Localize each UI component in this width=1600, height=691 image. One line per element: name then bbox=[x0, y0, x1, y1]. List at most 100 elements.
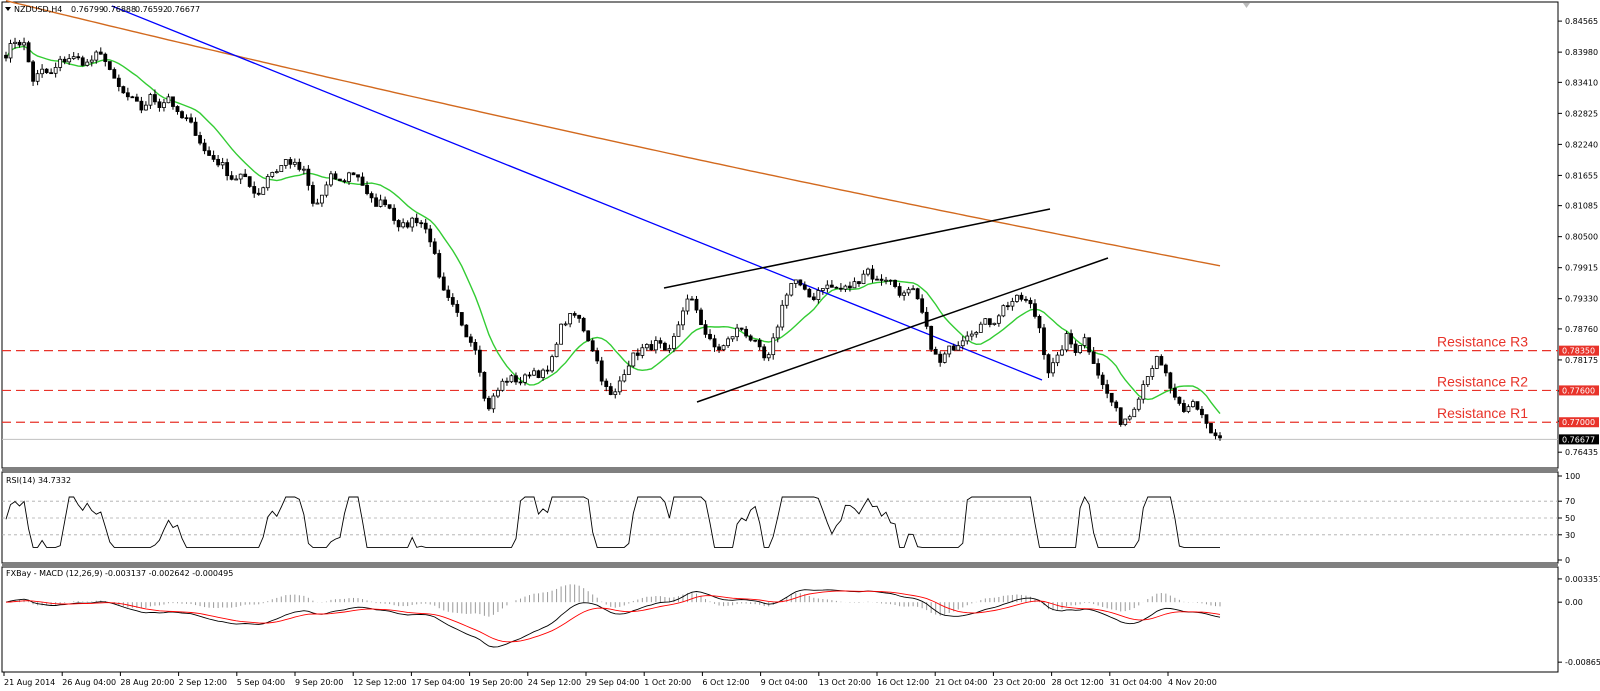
time-tick-label: 6 Oct 12:00 bbox=[702, 678, 749, 687]
candle-body bbox=[807, 288, 812, 298]
candle-body bbox=[857, 281, 861, 285]
candle-body bbox=[708, 333, 712, 340]
candle-body bbox=[694, 298, 699, 311]
candle-body bbox=[793, 279, 798, 284]
candle-body bbox=[491, 395, 496, 410]
resistance-price: 0.77600 bbox=[1562, 386, 1595, 395]
candle-body bbox=[26, 42, 31, 63]
candle-body bbox=[1055, 354, 1060, 364]
ohlc-open: 0.76799 bbox=[71, 5, 104, 14]
candle-body bbox=[577, 314, 582, 319]
candle-body bbox=[676, 324, 681, 337]
candle-body bbox=[125, 92, 130, 98]
dropdown-arrow-icon[interactable] bbox=[5, 7, 11, 11]
candle-body bbox=[523, 374, 527, 383]
candle-body bbox=[1015, 294, 1019, 302]
price-tick-label: 0.83410 bbox=[1565, 78, 1598, 87]
candle-body bbox=[766, 354, 771, 359]
candle-body bbox=[148, 94, 153, 106]
candle-body bbox=[726, 338, 730, 347]
candle-body bbox=[166, 96, 171, 104]
price-tick-label: 0.84565 bbox=[1565, 17, 1598, 26]
candle-body bbox=[1186, 406, 1191, 412]
candle-body bbox=[432, 241, 437, 254]
candle-body bbox=[198, 135, 202, 144]
price-tick-label: 0.81655 bbox=[1565, 171, 1598, 180]
candle-body bbox=[320, 194, 324, 204]
ohlc-close: 0.76677 bbox=[167, 5, 200, 14]
candle-body bbox=[802, 284, 807, 290]
symbol-title: NZDUSD,H4 bbox=[14, 5, 62, 14]
time-tick-label: 28 Aug 20:00 bbox=[120, 678, 174, 687]
candle-body bbox=[351, 172, 356, 176]
macd-tick-label: 0.003357 bbox=[1565, 575, 1600, 584]
candle-body bbox=[717, 346, 721, 351]
ma-fast-line bbox=[5, 45, 1221, 415]
candle-body bbox=[626, 365, 631, 375]
candle-body bbox=[590, 340, 595, 352]
candle-body bbox=[1078, 345, 1082, 353]
candle-body bbox=[342, 180, 347, 183]
candle-body bbox=[144, 104, 148, 111]
ohlc-high: 0.76888 bbox=[103, 5, 136, 14]
candle-body bbox=[383, 199, 387, 206]
resistance-price-box bbox=[1559, 417, 1599, 428]
candle-body bbox=[947, 345, 952, 355]
candle-body bbox=[753, 339, 758, 342]
candle-body bbox=[780, 304, 785, 328]
candle-body bbox=[816, 290, 821, 300]
candle-body bbox=[879, 278, 884, 281]
candle-body bbox=[441, 276, 446, 291]
candle-body bbox=[996, 315, 1001, 324]
candle-body bbox=[730, 336, 735, 340]
rsi-tick-label: 100 bbox=[1565, 472, 1580, 481]
candle-body bbox=[374, 197, 378, 207]
candle-body bbox=[586, 330, 591, 342]
candle-body bbox=[1028, 299, 1033, 305]
candle-body bbox=[852, 281, 857, 289]
candle-body bbox=[500, 380, 505, 391]
price-tick-label: 0.80500 bbox=[1565, 233, 1598, 242]
time-tick-label: 5 Sep 04:00 bbox=[237, 678, 285, 687]
candle-body bbox=[103, 53, 108, 62]
candle-body bbox=[527, 374, 532, 377]
ma-slow-line bbox=[5, 0, 1221, 267]
candle-body bbox=[1042, 327, 1046, 356]
candle-body bbox=[310, 185, 315, 204]
candle-body bbox=[392, 207, 397, 221]
rsi-tick-label: 70 bbox=[1565, 497, 1575, 506]
candle-body bbox=[1213, 432, 1218, 437]
candle-body bbox=[274, 171, 279, 174]
candle-body bbox=[238, 173, 243, 180]
candle-body bbox=[1204, 414, 1209, 424]
candle-body bbox=[532, 370, 536, 376]
candle-body bbox=[956, 345, 961, 351]
candle-body bbox=[911, 288, 916, 291]
candle-body bbox=[369, 193, 374, 199]
candle-body bbox=[292, 161, 297, 165]
candle-body bbox=[635, 352, 640, 356]
candle-body bbox=[631, 352, 636, 367]
candle-body bbox=[505, 380, 509, 383]
candle-body bbox=[685, 298, 690, 312]
candle-body bbox=[951, 345, 956, 351]
candle-body bbox=[216, 158, 221, 166]
candle-body bbox=[978, 323, 983, 333]
time-tick-label: 21 Aug 2014 bbox=[4, 678, 55, 687]
candle-body bbox=[1181, 403, 1186, 412]
candle-body bbox=[649, 344, 654, 351]
candle-body bbox=[843, 285, 848, 290]
candle-body bbox=[58, 58, 63, 68]
candle-body bbox=[270, 172, 275, 177]
candle-body bbox=[536, 370, 541, 378]
macd-main-line bbox=[5, 589, 1221, 648]
candle-body bbox=[938, 353, 943, 363]
candle-body bbox=[44, 68, 49, 74]
candle-body bbox=[301, 168, 306, 171]
candle-body bbox=[428, 228, 433, 243]
candle-body bbox=[459, 312, 464, 326]
candle-body bbox=[929, 325, 934, 350]
candle-body bbox=[4, 54, 8, 59]
channel-upper-line bbox=[663, 208, 1051, 289]
